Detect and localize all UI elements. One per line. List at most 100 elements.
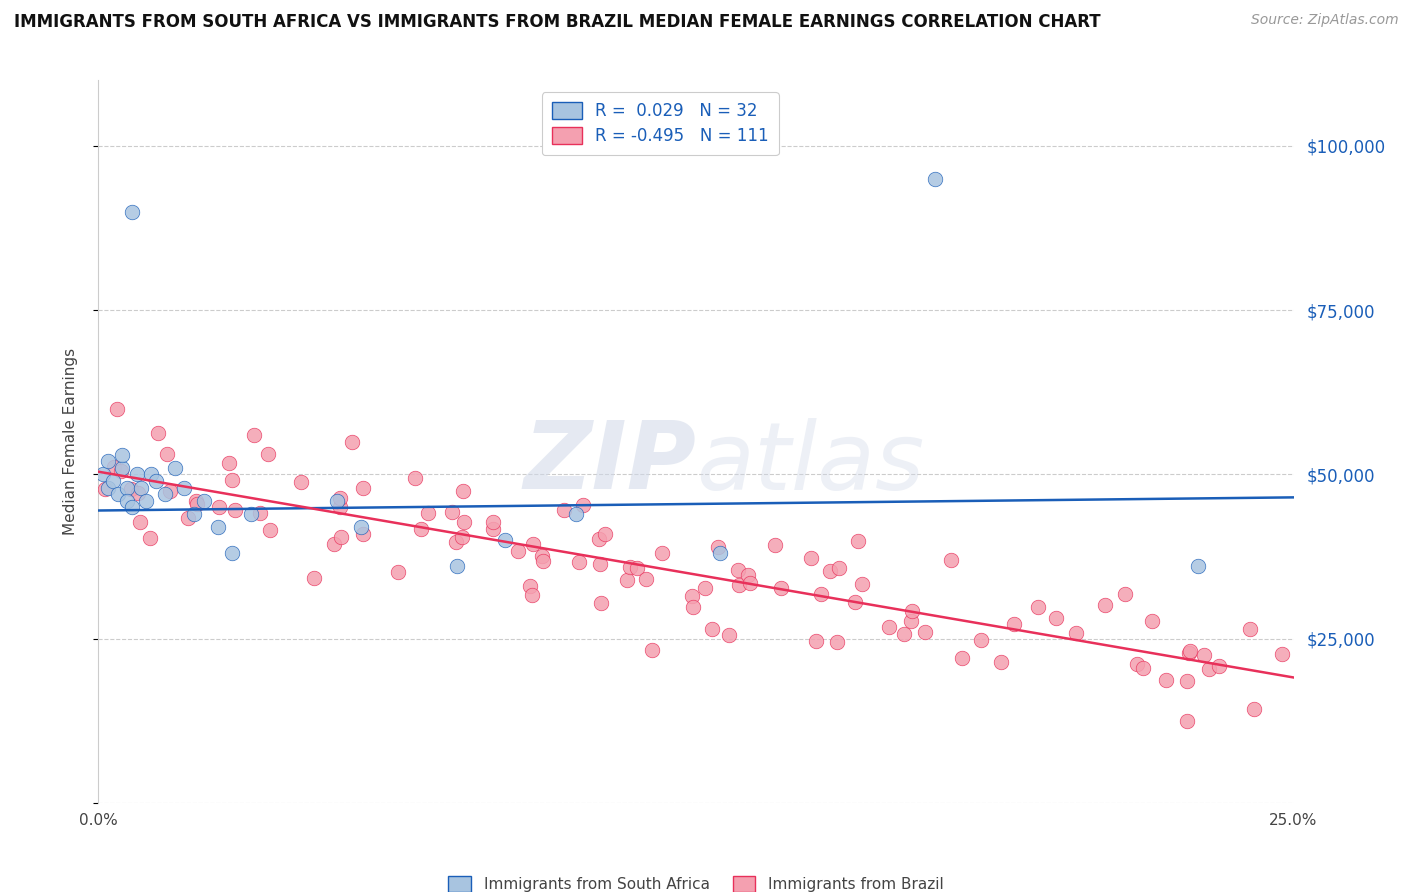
Point <box>218 456 240 470</box>
Point <box>700 622 723 636</box>
Point <box>207 520 229 534</box>
Point <box>304 571 326 585</box>
Legend: R =  0.029   N = 32, R = -0.495   N = 111: R = 0.029 N = 32, R = -0.495 N = 111 <box>541 92 779 155</box>
Point <box>444 535 467 549</box>
Point <box>139 467 162 482</box>
Point <box>259 523 281 537</box>
Point <box>1208 658 1230 673</box>
Point <box>1175 714 1198 728</box>
Point <box>799 551 821 566</box>
Point <box>1192 648 1215 662</box>
Point <box>240 507 263 521</box>
Point <box>125 467 148 482</box>
Point <box>616 574 638 588</box>
Point <box>1126 657 1149 672</box>
Text: ZIP: ZIP <box>523 417 696 509</box>
Point <box>482 516 505 530</box>
Point <box>1064 625 1087 640</box>
Point <box>769 581 792 595</box>
Point <box>350 520 373 534</box>
Point <box>121 500 143 515</box>
Point <box>950 651 973 665</box>
Point <box>844 595 866 609</box>
Point <box>446 559 468 574</box>
Point <box>186 497 208 511</box>
Point <box>519 579 541 593</box>
Point <box>330 530 353 544</box>
Point <box>589 596 612 610</box>
Point <box>851 577 873 591</box>
Point <box>221 546 243 560</box>
Point <box>572 498 595 512</box>
Point <box>156 447 179 461</box>
Point <box>249 507 271 521</box>
Point <box>810 587 832 601</box>
Point <box>139 532 162 546</box>
Point <box>111 460 134 475</box>
Point <box>1175 674 1198 689</box>
Point <box>224 502 246 516</box>
Point <box>828 560 851 574</box>
Point <box>155 487 177 501</box>
Point <box>531 554 554 568</box>
Point <box>530 549 553 563</box>
Point <box>520 589 543 603</box>
Point <box>707 541 730 555</box>
Point <box>256 447 278 461</box>
Point <box>900 614 922 628</box>
Point <box>450 530 472 544</box>
Point <box>1239 622 1261 636</box>
Point <box>727 563 749 577</box>
Point <box>522 537 544 551</box>
Point <box>1132 660 1154 674</box>
Point <box>804 634 827 648</box>
Point <box>1114 587 1136 601</box>
Point <box>440 505 463 519</box>
Point <box>352 481 374 495</box>
Point <box>128 515 150 529</box>
Point <box>682 599 704 614</box>
Point <box>651 545 673 559</box>
Point <box>97 454 120 468</box>
Point <box>763 538 786 552</box>
Point <box>893 627 915 641</box>
Point <box>1180 644 1202 658</box>
Point <box>184 493 207 508</box>
Point <box>101 474 124 488</box>
Point <box>1187 559 1209 574</box>
Point <box>1178 646 1201 660</box>
Point <box>193 493 215 508</box>
Point <box>107 487 129 501</box>
Point <box>924 171 946 186</box>
Point <box>418 506 440 520</box>
Point <box>290 475 312 489</box>
Point <box>163 460 186 475</box>
Point <box>693 581 716 595</box>
Point <box>329 500 352 515</box>
Point <box>451 483 474 498</box>
Point <box>728 578 751 592</box>
Point <box>914 624 936 639</box>
Point <box>159 483 181 498</box>
Point <box>990 655 1012 669</box>
Text: IMMIGRANTS FROM SOUTH AFRICA VS IMMIGRANTS FROM BRAZIL MEDIAN FEMALE EARNINGS CO: IMMIGRANTS FROM SOUTH AFRICA VS IMMIGRAN… <box>14 13 1101 31</box>
Point <box>553 503 575 517</box>
Point <box>1271 648 1294 662</box>
Point <box>588 532 610 546</box>
Point <box>120 482 142 496</box>
Point <box>877 619 900 633</box>
Point <box>135 493 157 508</box>
Point <box>131 481 153 495</box>
Point <box>626 561 648 575</box>
Point <box>1198 662 1220 676</box>
Point <box>94 482 117 496</box>
Point <box>1094 598 1116 612</box>
Point <box>634 573 657 587</box>
Point <box>1026 599 1049 614</box>
Point <box>900 604 922 618</box>
Point <box>243 428 266 442</box>
Point <box>110 464 132 478</box>
Point <box>103 460 125 475</box>
Point <box>818 564 841 578</box>
Point <box>173 481 195 495</box>
